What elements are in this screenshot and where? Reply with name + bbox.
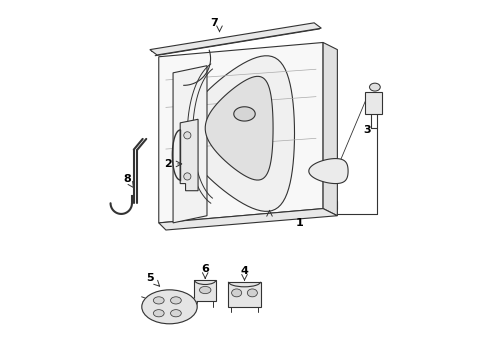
Ellipse shape bbox=[153, 310, 164, 317]
Ellipse shape bbox=[142, 290, 197, 324]
Polygon shape bbox=[180, 119, 198, 191]
Polygon shape bbox=[228, 282, 260, 307]
Polygon shape bbox=[159, 208, 337, 230]
Ellipse shape bbox=[369, 83, 380, 91]
Text: 6: 6 bbox=[201, 264, 209, 274]
Text: 4: 4 bbox=[240, 266, 248, 276]
Circle shape bbox=[183, 132, 190, 139]
Text: 2: 2 bbox=[163, 159, 171, 169]
Ellipse shape bbox=[199, 287, 210, 294]
Ellipse shape bbox=[170, 297, 181, 304]
Ellipse shape bbox=[231, 289, 241, 297]
Circle shape bbox=[183, 173, 190, 180]
Text: 5: 5 bbox=[146, 273, 153, 283]
Text: 7: 7 bbox=[210, 18, 218, 28]
Text: 3: 3 bbox=[363, 125, 370, 135]
Text: 1: 1 bbox=[295, 218, 303, 228]
Polygon shape bbox=[173, 66, 206, 223]
Polygon shape bbox=[233, 107, 255, 121]
Polygon shape bbox=[308, 158, 347, 184]
Polygon shape bbox=[159, 42, 323, 223]
Polygon shape bbox=[149, 23, 321, 55]
Polygon shape bbox=[194, 280, 216, 301]
Ellipse shape bbox=[153, 297, 164, 304]
Ellipse shape bbox=[170, 310, 181, 317]
Polygon shape bbox=[205, 76, 272, 180]
Ellipse shape bbox=[247, 289, 257, 297]
Polygon shape bbox=[323, 42, 337, 216]
Text: 8: 8 bbox=[123, 174, 131, 184]
Polygon shape bbox=[365, 93, 381, 114]
Polygon shape bbox=[183, 56, 294, 211]
